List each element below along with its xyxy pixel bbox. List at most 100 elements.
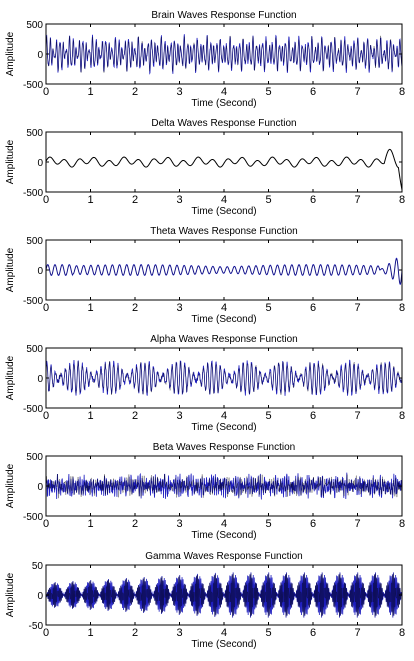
y-tick-label: 500 [26,20,43,31]
x-axis-label: Time (Second) [191,639,256,650]
x-tick-label: 2 [132,194,138,206]
chart-panel-2: Theta Waves Response Function 0 1 2 3 4 5 6 7 8 50… [5,226,405,325]
x-axis-label: Time (Second) [191,422,256,433]
y-tick-label: 500 [26,452,43,463]
x-tick-label: 6 [310,410,316,422]
x-axis-label: Time (Second) [191,98,256,109]
x-tick-label: 0 [43,194,49,206]
signal-overlay-line [46,35,402,73]
x-tick-label: 5 [265,410,271,422]
x-tick-label: 8 [399,194,405,206]
y-tick-label: 500 [26,128,43,139]
chart-title: Theta Waves Response Function [150,226,297,237]
y-tick-label: -500 [23,512,43,523]
x-tick-label: 0 [43,410,49,422]
y-tick-label: 500 [26,344,43,355]
x-tick-label: 3 [176,518,182,530]
y-axis-label: Amplitude [5,31,16,76]
x-axis-label: Time (Second) [191,530,256,541]
x-tick-label: 7 [354,194,360,206]
x-tick-label: 6 [310,302,316,314]
x-tick-label: 5 [265,627,271,639]
x-tick-label: 4 [221,410,227,422]
x-tick-label: 4 [221,194,227,206]
x-tick-label: 5 [265,194,271,206]
x-tick-label: 3 [176,194,182,206]
x-tick-label: 3 [176,86,182,98]
y-tick-label: -500 [23,188,43,199]
y-tick-label: -500 [23,80,43,91]
x-tick-label: 5 [265,302,271,314]
signal-overlay-line [46,360,402,395]
x-tick-label: 2 [132,410,138,422]
x-tick-label: 1 [87,302,93,314]
y-tick-label: 0 [37,266,43,277]
x-tick-label: 8 [399,410,405,422]
chart-panel-1: Delta Waves Response Function 0 1 2 3 4 5 6 7 8 50… [5,118,405,217]
y-axis-label: Amplitude [5,247,16,292]
x-tick-label: 3 [176,627,182,639]
y-axis-label: Amplitude [5,572,16,617]
y-tick-label: -500 [23,296,43,307]
y-axis-label: Amplitude [5,355,16,400]
x-tick-label: 8 [399,86,405,98]
x-tick-label: 4 [221,518,227,530]
chart-panel-0: Brain Waves Response Function 0 1 2 3 4 5 6 7 8 50… [5,10,405,109]
x-tick-label: 7 [354,302,360,314]
x-tick-label: 4 [221,627,227,639]
chart-panel-5: Gamma Waves Response Function 0 1 2 3 4 5 6 7 8 50… [5,551,405,650]
y-tick-label: -50 [29,621,44,632]
x-tick-label: 0 [43,302,49,314]
y-axis-label: Amplitude [5,139,16,184]
y-axis-label: Amplitude [5,463,16,508]
x-tick-label: 0 [43,627,49,639]
x-tick-label: 1 [87,518,93,530]
x-tick-label: 8 [399,302,405,314]
x-tick-label: 2 [132,86,138,98]
y-tick-label: 0 [37,591,43,602]
x-tick-label: 6 [310,518,316,530]
y-tick-label: -500 [23,404,43,415]
signal-overlay-line [46,474,402,499]
x-tick-label: 7 [354,410,360,422]
chart-title: Delta Waves Response Function [151,118,296,129]
chart-title: Alpha Waves Response Function [150,334,298,345]
y-tick-label: 500 [26,236,43,247]
chart-panel-3: Alpha Waves Response Function 0 1 2 3 4 5 6 7 8 50… [5,334,405,433]
x-tick-label: 2 [132,302,138,314]
x-tick-label: 1 [87,194,93,206]
x-tick-label: 1 [87,410,93,422]
x-tick-label: 0 [43,86,49,98]
x-tick-label: 8 [399,627,405,639]
axes-frame [45,131,403,193]
x-tick-label: 2 [132,627,138,639]
y-tick-label: 50 [32,561,44,572]
x-tick-label: 1 [87,86,93,98]
signal-line [46,257,402,286]
x-tick-label: 6 [310,86,316,98]
y-tick-label: 0 [37,374,43,385]
chart-title: Gamma Waves Response Function [145,551,302,562]
y-tick-label: 0 [37,482,43,493]
x-tick-label: 7 [354,627,360,639]
x-tick-label: 6 [310,194,316,206]
x-tick-label: 5 [265,86,271,98]
chart-panel-4: Beta Waves Response Function 0 1 2 3 4 5 6 7 8 500… [5,442,405,541]
signal-overlay-line [46,573,402,617]
x-tick-label: 5 [265,518,271,530]
signal-line [46,148,402,191]
x-tick-label: 7 [354,518,360,530]
x-axis-label: Time (Second) [191,206,256,217]
chart-title: Beta Waves Response Function [153,442,295,453]
x-tick-label: 4 [221,302,227,314]
y-tick-label: 0 [37,158,43,169]
x-tick-label: 3 [176,302,182,314]
y-tick-label: 0 [37,50,43,61]
signal-overlay-line [46,258,402,284]
chart-title: Brain Waves Response Function [151,10,296,21]
x-tick-label: 8 [399,518,405,530]
x-tick-label: 3 [176,410,182,422]
x-axis-label: Time (Second) [191,314,256,325]
